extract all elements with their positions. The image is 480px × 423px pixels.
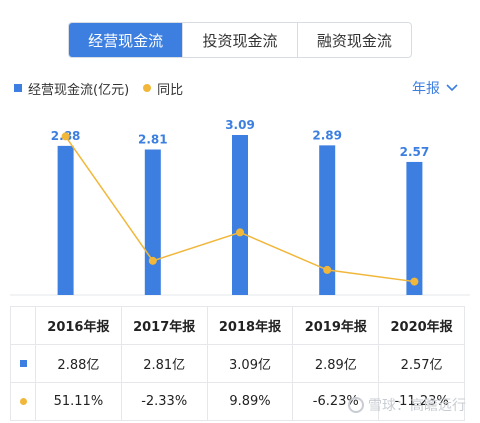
line-legend-marker: [143, 84, 152, 92]
bar-value-label: 2.57: [400, 145, 430, 159]
table-header-cell: 2016年报: [35, 306, 122, 345]
bar-series-marker: [19, 360, 27, 367]
chevron-down-icon: [446, 84, 458, 92]
table-cell: 9.89%: [206, 382, 294, 421]
bar-2016年报: [57, 145, 74, 295]
data-table: 2016年报 2017年报 2018年报 2019年报 2020年报 2.88亿…: [10, 306, 465, 421]
yoy-point-2019年报: [323, 265, 332, 274]
table-header-cell: 2019年报: [292, 306, 380, 345]
bar-2018年报: [232, 135, 248, 295]
period-label: 年报: [412, 81, 440, 97]
table-header-row: 2016年报 2017年报 2018年报 2019年报 2020年报: [10, 306, 465, 345]
yoy-point-2018年报: [236, 228, 244, 237]
table-header-cell: 2020年报: [378, 306, 465, 345]
yoy-point-2020年报: [410, 277, 419, 286]
yoy-point-2017年报: [148, 256, 157, 265]
cashflow-chart: 2.882.813.092.892.57: [10, 118, 470, 296]
tab-financing-cashflow[interactable]: 融资现金流: [296, 23, 411, 57]
table-header-cell: 2018年报: [206, 306, 294, 345]
table-cell: -6.23%: [292, 382, 380, 421]
cashflow-tabs: 经营现金流 投资现金流 融资现金流: [68, 22, 412, 58]
table-cell: 2.57亿: [378, 344, 465, 383]
table-row-yoy: 51.11% -2.33% 9.89% -6.23% -11.23%: [10, 382, 465, 421]
bar-value-label: 3.09: [225, 118, 255, 132]
table-cell: 51.11%: [35, 382, 122, 421]
line-legend-label: 同比: [157, 82, 184, 98]
table-cell: 3.09亿: [206, 344, 294, 383]
bar-2019年报: [319, 145, 336, 295]
table-cell: -2.33%: [120, 382, 208, 421]
table-cell: 2.89亿: [292, 344, 380, 383]
table-cell: -11.23%: [378, 382, 465, 421]
bar-legend-label: 经营现金流(亿元): [28, 82, 130, 98]
tab-investing-cashflow[interactable]: 投资现金流: [182, 23, 296, 57]
bar-2017年报: [144, 149, 161, 295]
table-row-values: 2.88亿 2.81亿 3.09亿 2.89亿 2.57亿: [10, 344, 465, 383]
period-dropdown[interactable]: 年报: [412, 78, 458, 98]
table-cell: 2.88亿: [35, 344, 122, 383]
line-series-marker: [19, 398, 27, 405]
snowball-logo-icon: [348, 397, 364, 413]
table-cell: 2.81亿: [120, 344, 208, 383]
bar-2020年报: [406, 161, 423, 295]
bar-value-label: 2.89: [312, 128, 342, 142]
bar-value-label: 2.81: [138, 132, 168, 146]
table-header-cell: 2017年报: [120, 306, 208, 345]
bar-legend-marker: [14, 84, 22, 92]
watermark: 雪球：高瞻远行: [348, 395, 466, 415]
yoy-point-2016年报: [61, 132, 70, 141]
watermark-text: 雪球：高瞻远行: [368, 398, 466, 414]
chart-legend: 经营现金流(亿元) 同比: [14, 78, 183, 98]
tab-operating-cashflow[interactable]: 经营现金流: [69, 23, 183, 57]
